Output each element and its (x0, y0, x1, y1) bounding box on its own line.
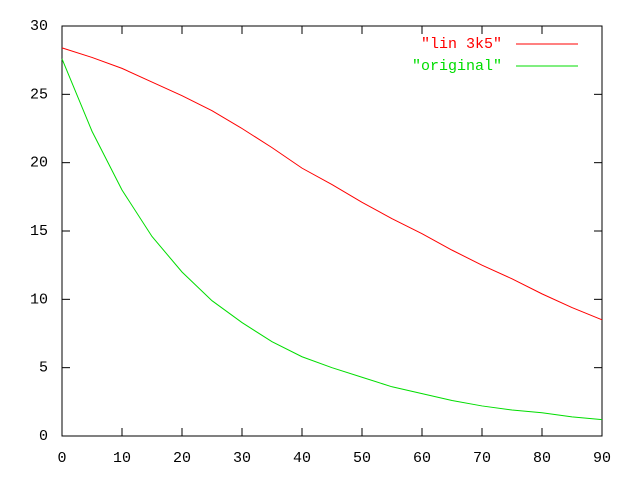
data-line (61, 58, 603, 421)
y-tick-label: 10 (30, 291, 48, 308)
x-tick-label: 70 (473, 450, 491, 467)
y-tick-label: 25 (30, 86, 48, 103)
y-tick-label: 5 (39, 360, 48, 377)
y-tick-label: 20 (30, 155, 48, 172)
y-tick-label: 15 (30, 223, 48, 240)
x-tick-label: 90 (593, 450, 611, 467)
x-tick-label: 0 (57, 450, 66, 467)
x-tick-label: 20 (173, 450, 191, 467)
x-tick-label: 80 (533, 450, 551, 467)
legend-label: "original" (412, 58, 502, 75)
x-tick-label: 60 (413, 450, 431, 467)
y-tick-label: 0 (39, 428, 48, 445)
legend-label: "lin 3k5" (421, 36, 502, 53)
data-line (61, 47, 603, 321)
x-tick-label: 40 (293, 450, 311, 467)
x-tick-label: 50 (353, 450, 371, 467)
y-tick-label: 30 (30, 18, 48, 35)
plot-frame (61, 25, 603, 437)
x-tick-label: 30 (233, 450, 251, 467)
x-tick-label: 10 (113, 450, 131, 467)
